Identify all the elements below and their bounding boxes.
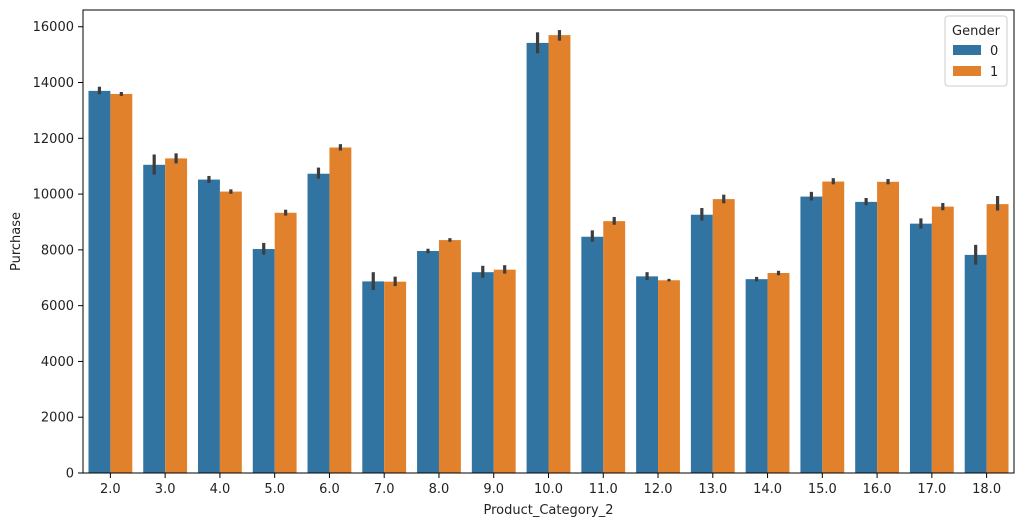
bar-17.0-series-1 [931,206,954,473]
x-tick-label: 7.0 [374,482,395,497]
legend: Gender 0 1 [944,15,1008,87]
bar-3.0-series-1 [165,158,188,474]
bar-5.0-series-1 [274,212,297,474]
x-tick-label: 15.0 [808,482,837,497]
x-tick-label: 14.0 [753,482,782,497]
bar-8.0-series-1 [438,240,461,473]
y-axis-title: Purchase [9,212,24,271]
x-tick-label: 5.0 [264,482,285,497]
y-tick-label: 12000 [33,132,74,147]
error-bars-layer [97,30,1000,291]
x-tick-label: 11.0 [589,482,618,497]
bar-15.0-series-0 [800,196,823,473]
x-tick-label: 3.0 [155,482,176,497]
y-tick-label: 16000 [33,20,74,35]
bar-6.0-series-1 [329,147,352,473]
bar-15.0-series-1 [822,181,845,473]
x-tick-label: 4.0 [210,482,231,497]
y-tick-label: 10000 [33,188,74,203]
bar-12.0-series-1 [658,280,680,473]
y-tick-label: 4000 [41,355,74,370]
x-tick-label: 10.0 [534,482,563,497]
bar-7.0-series-1 [384,281,407,473]
y-tick-label: 6000 [41,299,74,314]
x-tick-label: 18.0 [972,482,1001,497]
bar-13.0-series-0 [690,214,713,473]
bar-5.0-series-0 [252,249,275,473]
legend-title: Gender [952,24,1001,39]
bar-12.0-series-0 [636,276,659,473]
bars-layer [88,35,1009,474]
bar-7.0-series-0 [362,281,385,473]
bar-11.0-series-1 [603,221,626,473]
y-tick-label: 14000 [33,76,74,91]
plot-frame [82,9,1015,474]
legend-label-series-0: 0 [990,44,998,59]
x-axis-title: Product_Category_2 [483,503,613,518]
bar-2.0-series-0 [88,90,111,473]
bar-10.0-series-1 [548,35,571,473]
bar-11.0-series-0 [581,236,604,473]
x-tick-label: 8.0 [429,482,450,497]
axes-layer: 2.0 3.0 4.0 5.0 6.0 7.0 8.0 9.0 10.0 11.0 12.0 13.0… [33,9,1015,497]
bar-16.0-series-1 [877,181,899,473]
bar-2.0-series-1 [110,93,133,473]
y-tick-label: 0 [66,467,74,482]
x-tick-label: 6.0 [319,482,340,497]
bar-10.0-series-0 [526,42,549,473]
bar-13.0-series-1 [712,199,735,474]
x-tick-label: 16.0 [863,482,892,497]
bar-4.0-series-1 [219,191,242,473]
legend-label-series-1: 1 [990,65,998,80]
bar-8.0-series-0 [417,250,439,473]
bar-6.0-series-0 [307,173,330,473]
legend-swatch-series-1 [953,66,981,76]
x-tick-label: 13.0 [698,482,727,497]
x-tick-label: 9.0 [483,482,504,497]
bar-17.0-series-0 [909,223,932,473]
bar-9.0-series-1 [493,269,516,473]
bar-14.0-series-0 [745,279,768,473]
y-tick-label: 2000 [41,411,74,426]
x-tick-label: 2.0 [100,482,121,497]
bar-18.0-series-1 [986,204,1009,473]
x-tick-label: 12.0 [644,482,673,497]
bar-16.0-series-0 [855,201,878,473]
bar-4.0-series-0 [198,179,220,473]
bar-3.0-series-0 [143,164,166,473]
bar-9.0-series-0 [471,272,494,473]
legend-swatch-series-0 [953,45,981,55]
y-tick-label: 8000 [41,243,74,258]
bar-14.0-series-1 [767,273,790,473]
x-tick-label: 17.0 [917,482,946,497]
bar-18.0-series-0 [964,254,987,473]
